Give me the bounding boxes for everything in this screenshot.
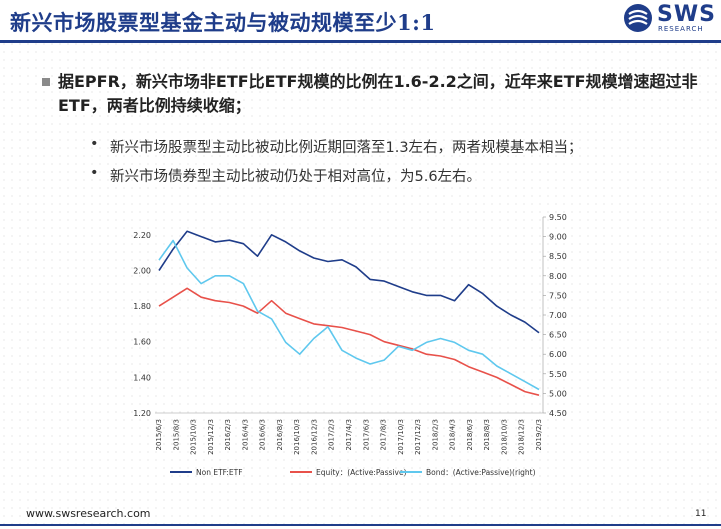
x-axis-tick-label: 2017/2/3 [328,419,336,450]
right-axis-tick-label: 7.50 [549,291,567,300]
right-axis-tick-label: 5.50 [549,370,567,379]
x-axis-tick-label: 2015/10/3 [190,419,198,455]
legend-label: Equity：(Active:Passive) [316,468,407,477]
sub-bullet-1-text: 新兴市场股票型主动比被动比例近期回落至1.3左右，两者规模基本相当； [110,140,583,156]
legend-label: Non ETF:ETF [196,468,243,477]
dot-bullet-icon: • [90,165,99,181]
header-rule [0,40,721,43]
x-axis-tick-label: 2016/6/3 [259,419,267,450]
sub-bullet-1: • 新兴市场股票型主动比被动比例近期回落至1.3左右，两者规模基本相当； [90,136,583,157]
sub-bullet-2: • 新兴市场债券型主动比被动仍处于相对高位，为5.6左右。 [90,165,482,186]
series-line-2 [158,287,540,396]
left-axis-tick-label: 1.80 [133,302,151,311]
footer-url: www.swsresearch.com [26,507,151,520]
right-axis-tick-label: 7.00 [549,311,567,320]
x-axis-tick-label: 2015/6/3 [155,419,163,450]
main-bullet-text: 据EPFR，新兴市场非ETF比ETF规模的比例在1.6-2.2之间，近年来ETF… [58,72,698,115]
x-axis-tick-label: 2016/4/3 [241,419,249,450]
dot-bullet-icon: • [90,136,99,152]
footer-rule [0,524,721,526]
x-axis-tick-label: 2017/8/3 [380,419,388,450]
slide-header: 新兴市场股票型基金主动与被动规模至少1:1 SWS RESEARCH [0,0,721,43]
x-axis-tick-label: 2018/10/3 [500,419,508,455]
x-axis-tick-label: 2018/8/3 [483,419,491,450]
x-axis-tick-label: 2017/12/3 [414,419,422,455]
sub-bullet-2-text: 新兴市场债券型主动比被动仍处于相对高位，为5.6左右。 [110,169,482,185]
right-axis-tick-label: 9.00 [549,233,567,242]
header-bar [0,0,721,40]
main-bullet: 据EPFR，新兴市场非ETF比ETF规模的比例在1.6-2.2之间，近年来ETF… [42,70,698,118]
x-axis-tick-label: 2018/2/3 [431,419,439,450]
left-axis-tick-label: 1.40 [133,373,151,382]
series-line-3 [158,239,540,391]
right-axis-tick-label: 4.50 [549,409,567,418]
right-axis-tick-label: 9.50 [549,213,567,222]
x-axis-tick-label: 2017/4/3 [345,419,353,450]
right-axis-tick-label: 6.00 [549,350,567,359]
x-axis-tick-label: 2015/8/3 [172,419,180,450]
sws-logo-icon [624,4,652,32]
right-axis-tick-label: 8.00 [549,272,567,281]
x-axis-tick-label: 2016/12/3 [310,419,318,455]
right-axis-tick-label: 8.50 [549,252,567,261]
left-axis-tick-label: 1.60 [133,338,151,347]
x-axis-tick-label: 2015/12/3 [207,419,215,455]
logo-text: SWS [657,2,716,27]
left-axis-tick-label: 2.20 [133,231,151,240]
series-line-1 [158,230,540,334]
x-axis-tick-label: 2016/10/3 [293,419,301,455]
square-bullet-icon [42,78,50,86]
logo-subtext: RESEARCH [658,25,704,33]
x-axis-tick-label: 2017/6/3 [362,419,370,450]
ratio-line-chart: 1.20 1.40 1.60 1.80 2.00 2.20 4.50 5.00 5.50 6.0… [133,213,567,477]
x-axis-tick-label: 2018/12/3 [518,419,526,455]
x-axis-tick-label: 2016/8/3 [276,419,284,450]
left-axis-tick-label: 2.00 [133,266,151,275]
x-axis-tick-label: 2016/2/3 [224,419,232,450]
page-number: 11 [695,509,707,519]
x-axis-tick-label: 2019/2/3 [535,419,543,450]
x-axis-tick-label: 2018/4/3 [449,419,457,450]
x-axis-tick-label: 2017/10/3 [397,419,405,455]
company-logo: SWS RESEARCH [623,2,716,36]
right-axis-tick-label: 5.00 [549,389,567,398]
right-axis-tick-label: 6.50 [549,331,567,340]
left-axis-tick-label: 1.20 [133,409,151,418]
legend-label: Bond：(Active:Passive)(right) [426,468,536,477]
slide-title: 新兴市场股票型基金主动与被动规模至少1:1 [10,10,436,35]
x-axis-tick-label: 2018/6/3 [466,419,474,450]
